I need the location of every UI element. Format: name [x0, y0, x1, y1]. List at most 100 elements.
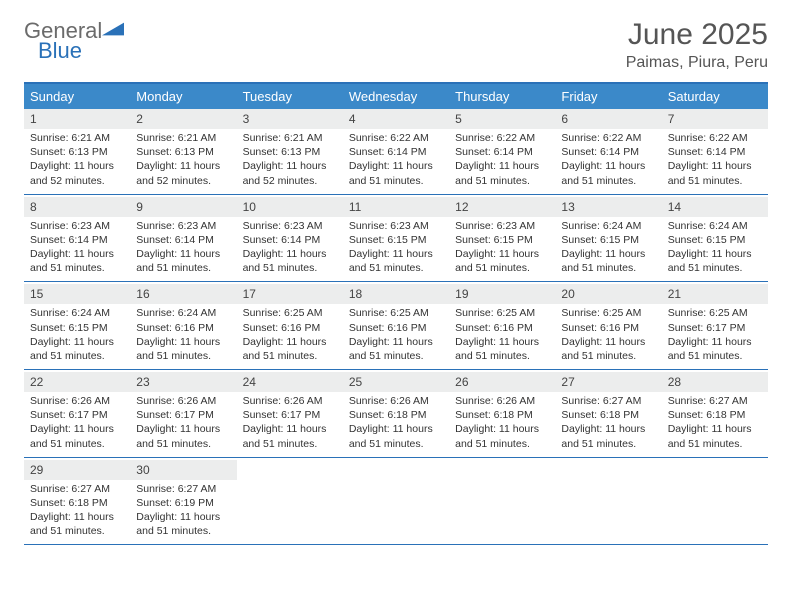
logo: General Blue [24, 18, 124, 64]
day-number: 9 [130, 197, 236, 217]
day-cell: 5Sunrise: 6:22 AMSunset: 6:14 PMDaylight… [449, 109, 555, 188]
day-body: Sunrise: 6:22 AMSunset: 6:14 PMDaylight:… [555, 129, 661, 188]
day-number: 5 [449, 109, 555, 129]
empty-cell [237, 460, 343, 539]
day-number: 24 [237, 372, 343, 392]
day-body: Sunrise: 6:25 AMSunset: 6:16 PMDaylight:… [237, 304, 343, 363]
day-cell: 9Sunrise: 6:23 AMSunset: 6:14 PMDaylight… [130, 197, 236, 276]
day-body: Sunrise: 6:25 AMSunset: 6:17 PMDaylight:… [662, 304, 768, 363]
day-number: 17 [237, 284, 343, 304]
dow-sun: Sunday [24, 84, 130, 109]
day-cell: 3Sunrise: 6:21 AMSunset: 6:13 PMDaylight… [237, 109, 343, 188]
day-body: Sunrise: 6:25 AMSunset: 6:16 PMDaylight:… [555, 304, 661, 363]
day-cell: 17Sunrise: 6:25 AMSunset: 6:16 PMDayligh… [237, 284, 343, 363]
dow-thu: Thursday [449, 84, 555, 109]
day-cell: 29Sunrise: 6:27 AMSunset: 6:18 PMDayligh… [24, 460, 130, 539]
day-cell: 7Sunrise: 6:22 AMSunset: 6:14 PMDaylight… [662, 109, 768, 188]
logo-part2: Blue [24, 38, 124, 64]
day-cell: 22Sunrise: 6:26 AMSunset: 6:17 PMDayligh… [24, 372, 130, 451]
day-number: 13 [555, 197, 661, 217]
dow-tue: Tuesday [237, 84, 343, 109]
day-number: 23 [130, 372, 236, 392]
day-cell: 4Sunrise: 6:22 AMSunset: 6:14 PMDaylight… [343, 109, 449, 188]
day-body: Sunrise: 6:21 AMSunset: 6:13 PMDaylight:… [130, 129, 236, 188]
day-cell: 27Sunrise: 6:27 AMSunset: 6:18 PMDayligh… [555, 372, 661, 451]
day-body: Sunrise: 6:23 AMSunset: 6:15 PMDaylight:… [449, 217, 555, 276]
day-number: 28 [662, 372, 768, 392]
day-body: Sunrise: 6:22 AMSunset: 6:14 PMDaylight:… [662, 129, 768, 188]
day-cell: 23Sunrise: 6:26 AMSunset: 6:17 PMDayligh… [130, 372, 236, 451]
day-cell: 6Sunrise: 6:22 AMSunset: 6:14 PMDaylight… [555, 109, 661, 188]
day-number: 14 [662, 197, 768, 217]
day-body: Sunrise: 6:25 AMSunset: 6:16 PMDaylight:… [449, 304, 555, 363]
day-cell: 15Sunrise: 6:24 AMSunset: 6:15 PMDayligh… [24, 284, 130, 363]
day-body: Sunrise: 6:21 AMSunset: 6:13 PMDaylight:… [24, 129, 130, 188]
header: General Blue June 2025 Paimas, Piura, Pe… [24, 18, 768, 72]
empty-cell [449, 460, 555, 539]
day-cell: 16Sunrise: 6:24 AMSunset: 6:16 PMDayligh… [130, 284, 236, 363]
day-number: 25 [343, 372, 449, 392]
day-body: Sunrise: 6:27 AMSunset: 6:18 PMDaylight:… [555, 392, 661, 451]
day-number: 21 [662, 284, 768, 304]
day-body: Sunrise: 6:24 AMSunset: 6:15 PMDaylight:… [555, 217, 661, 276]
day-number: 7 [662, 109, 768, 129]
day-cell: 18Sunrise: 6:25 AMSunset: 6:16 PMDayligh… [343, 284, 449, 363]
day-cell: 19Sunrise: 6:25 AMSunset: 6:16 PMDayligh… [449, 284, 555, 363]
day-number: 22 [24, 372, 130, 392]
logo-triangle-icon [102, 20, 124, 38]
day-number: 3 [237, 109, 343, 129]
day-body: Sunrise: 6:25 AMSunset: 6:16 PMDaylight:… [343, 304, 449, 363]
day-number: 11 [343, 197, 449, 217]
empty-cell [662, 460, 768, 539]
day-body: Sunrise: 6:22 AMSunset: 6:14 PMDaylight:… [343, 129, 449, 188]
day-cell: 13Sunrise: 6:24 AMSunset: 6:15 PMDayligh… [555, 197, 661, 276]
day-number: 8 [24, 197, 130, 217]
day-cell: 25Sunrise: 6:26 AMSunset: 6:18 PMDayligh… [343, 372, 449, 451]
day-cell: 26Sunrise: 6:26 AMSunset: 6:18 PMDayligh… [449, 372, 555, 451]
day-body: Sunrise: 6:24 AMSunset: 6:15 PMDaylight:… [662, 217, 768, 276]
day-body: Sunrise: 6:23 AMSunset: 6:14 PMDaylight:… [237, 217, 343, 276]
day-cell: 30Sunrise: 6:27 AMSunset: 6:19 PMDayligh… [130, 460, 236, 539]
title-block: June 2025 Paimas, Piura, Peru [626, 18, 768, 72]
week-row: 22Sunrise: 6:26 AMSunset: 6:17 PMDayligh… [24, 372, 768, 458]
day-cell: 12Sunrise: 6:23 AMSunset: 6:15 PMDayligh… [449, 197, 555, 276]
week-row: 29Sunrise: 6:27 AMSunset: 6:18 PMDayligh… [24, 460, 768, 546]
day-body: Sunrise: 6:26 AMSunset: 6:17 PMDaylight:… [130, 392, 236, 451]
day-body: Sunrise: 6:27 AMSunset: 6:19 PMDaylight:… [130, 480, 236, 539]
day-cell: 11Sunrise: 6:23 AMSunset: 6:15 PMDayligh… [343, 197, 449, 276]
calendar: Sunday Monday Tuesday Wednesday Thursday… [24, 82, 768, 545]
day-number: 16 [130, 284, 236, 304]
day-number: 26 [449, 372, 555, 392]
day-number: 1 [24, 109, 130, 129]
day-number: 20 [555, 284, 661, 304]
day-number: 29 [24, 460, 130, 480]
day-number: 4 [343, 109, 449, 129]
week-row: 8Sunrise: 6:23 AMSunset: 6:14 PMDaylight… [24, 197, 768, 283]
day-body: Sunrise: 6:22 AMSunset: 6:14 PMDaylight:… [449, 129, 555, 188]
day-body: Sunrise: 6:27 AMSunset: 6:18 PMDaylight:… [24, 480, 130, 539]
day-number: 6 [555, 109, 661, 129]
day-body: Sunrise: 6:23 AMSunset: 6:15 PMDaylight:… [343, 217, 449, 276]
location: Paimas, Piura, Peru [626, 54, 768, 72]
day-number: 30 [130, 460, 236, 480]
day-cell: 14Sunrise: 6:24 AMSunset: 6:15 PMDayligh… [662, 197, 768, 276]
day-body: Sunrise: 6:24 AMSunset: 6:16 PMDaylight:… [130, 304, 236, 363]
week-row: 1Sunrise: 6:21 AMSunset: 6:13 PMDaylight… [24, 109, 768, 195]
day-body: Sunrise: 6:26 AMSunset: 6:18 PMDaylight:… [343, 392, 449, 451]
day-body: Sunrise: 6:21 AMSunset: 6:13 PMDaylight:… [237, 129, 343, 188]
day-body: Sunrise: 6:23 AMSunset: 6:14 PMDaylight:… [24, 217, 130, 276]
dow-mon: Monday [130, 84, 236, 109]
day-number: 19 [449, 284, 555, 304]
day-body: Sunrise: 6:27 AMSunset: 6:18 PMDaylight:… [662, 392, 768, 451]
day-number: 27 [555, 372, 661, 392]
day-number: 18 [343, 284, 449, 304]
day-cell: 8Sunrise: 6:23 AMSunset: 6:14 PMDaylight… [24, 197, 130, 276]
month-title: June 2025 [626, 18, 768, 52]
day-number: 2 [130, 109, 236, 129]
dow-header: Sunday Monday Tuesday Wednesday Thursday… [24, 84, 768, 109]
day-number: 15 [24, 284, 130, 304]
day-body: Sunrise: 6:23 AMSunset: 6:14 PMDaylight:… [130, 217, 236, 276]
dow-wed: Wednesday [343, 84, 449, 109]
day-cell: 21Sunrise: 6:25 AMSunset: 6:17 PMDayligh… [662, 284, 768, 363]
week-row: 15Sunrise: 6:24 AMSunset: 6:15 PMDayligh… [24, 284, 768, 370]
